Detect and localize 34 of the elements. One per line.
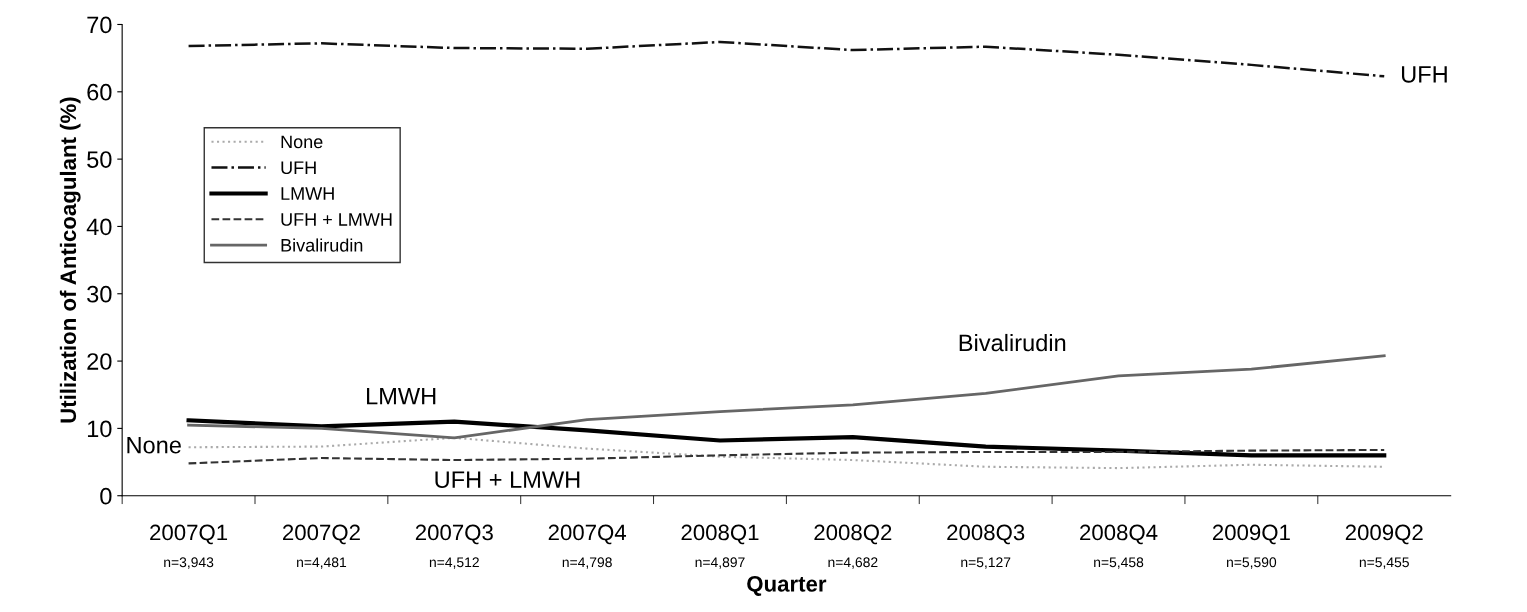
- y-tick-label: 20: [87, 353, 112, 370]
- y-tick-label: 50: [87, 151, 112, 168]
- y-tick-label: 60: [87, 83, 112, 101]
- x-tick-label: 2008Q2 n=4,682: [814, 524, 892, 569]
- x-tick-label: 2009Q2 n=5,455: [1345, 524, 1423, 569]
- annotation: LMWH: [367, 388, 436, 405]
- y-tick-label: 40: [86, 218, 112, 236]
- legend-label: None: [281, 135, 323, 149]
- annotation: Bivalirudin: [959, 333, 1066, 352]
- x-tick-label: 2008Q4 n=5,458: [1080, 524, 1158, 569]
- line-series: [186, 418, 1387, 458]
- legend-label: LMWH: [281, 187, 334, 200]
- annotation: None: [127, 437, 181, 454]
- y-tick-label: 30: [87, 285, 112, 303]
- annotation: UFH + LMWH: [435, 471, 580, 488]
- legend-label: Bivalirudin: [281, 238, 363, 252]
- x-tick-label: 2007Q4 n=4,798: [548, 524, 627, 569]
- legend-label: UFH: [281, 161, 316, 175]
- x-tick-label: 2009Q1 n=5,590: [1212, 524, 1290, 569]
- x-axis-title: Quarter: [747, 576, 827, 596]
- x-tick-label: 2007Q2 n=4,481: [283, 524, 360, 569]
- line-series: [187, 40, 1386, 78]
- annotation: UFH: [1401, 66, 1447, 83]
- line-series: [187, 448, 1386, 465]
- legend-label: UFH + LMWH: [281, 213, 392, 226]
- y-tick-label: 70: [87, 16, 112, 34]
- x-tick-label: 2007Q3 n=4,512: [415, 524, 493, 569]
- y-axis-title: Utilization of Anticoagulant (%): [59, 97, 81, 423]
- line-series: [187, 354, 1386, 440]
- y-tick-label: 0: [100, 487, 112, 505]
- x-tick-label: 2007Q1 n=3,943: [150, 524, 228, 569]
- x-tick-label: 2008Q3 n=5,127: [947, 524, 1025, 569]
- y-tick-label: 10: [87, 420, 112, 438]
- x-tick-label: 2008Q1 n=4,897: [681, 524, 759, 569]
